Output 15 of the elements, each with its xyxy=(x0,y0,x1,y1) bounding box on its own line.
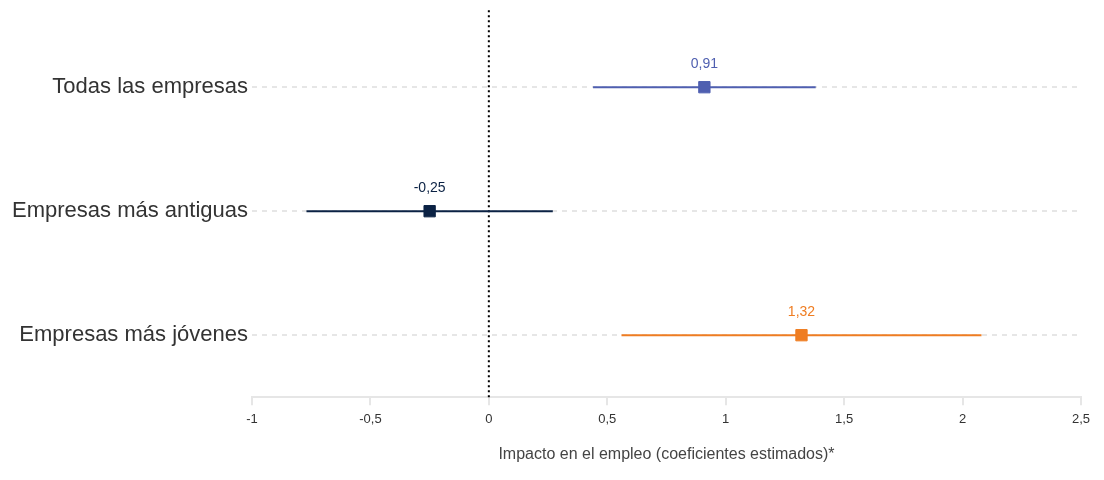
data-label: -0,25 xyxy=(413,179,446,196)
x-tick-label: 2 xyxy=(958,410,967,426)
x-tick-label: 1,5 xyxy=(835,410,854,426)
y-tick-label: Empresas más jóvenes xyxy=(19,321,248,347)
y-tick-label: Empresas más antiguas xyxy=(12,197,248,223)
data-label: 0,91 xyxy=(690,55,719,72)
x-axis-title: Impacto en el empleo (coeficientes estimados)* xyxy=(498,444,835,462)
y-tick-label: Todas las empresas xyxy=(52,73,248,99)
x-tick-label: 2,5 xyxy=(1071,410,1090,426)
x-tick-label: -1 xyxy=(246,410,258,426)
x-tick-label: 0,5 xyxy=(598,410,617,426)
x-tick-label: 0 xyxy=(485,410,493,426)
x-tick-label: -0,5 xyxy=(359,410,382,426)
data-label: 1,32 xyxy=(787,303,816,320)
x-tick-label: 1 xyxy=(722,410,730,426)
